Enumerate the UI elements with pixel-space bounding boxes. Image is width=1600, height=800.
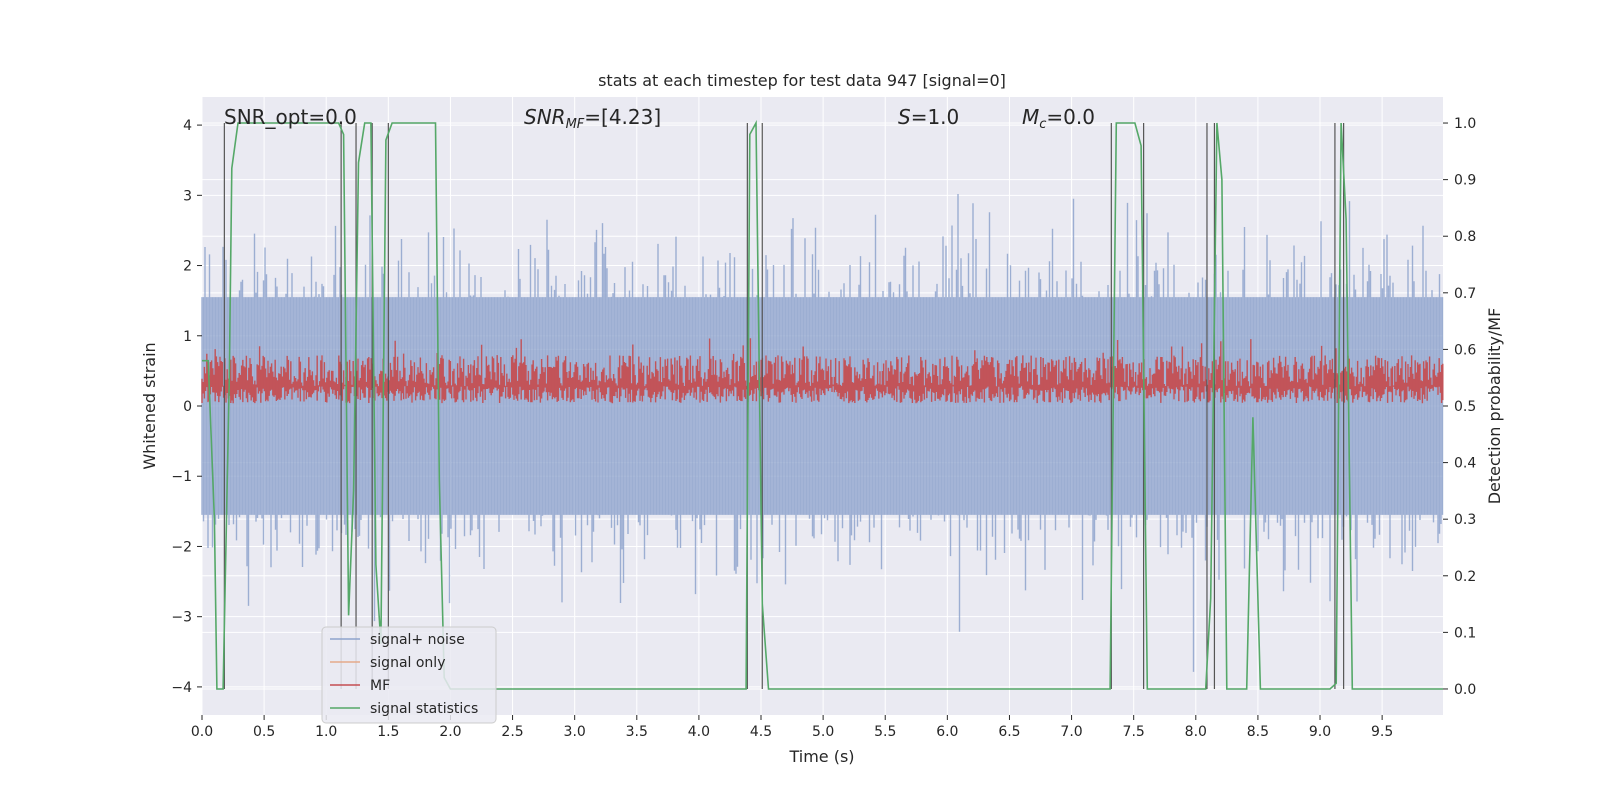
- legend-label-signal-statistics: signal statistics: [370, 701, 478, 717]
- x-tick-label: 9.5: [1371, 724, 1393, 740]
- y-tick-label: −3: [171, 610, 192, 626]
- legend-label-signal-noise: signal+ noise: [370, 632, 465, 648]
- legend: signal+ noise signal only MF signal stat…: [321, 626, 497, 724]
- chart-title: stats at each timestep for test data 947…: [598, 71, 1006, 90]
- x-tick-label: 6.5: [998, 724, 1020, 740]
- x-tick-label: 1.0: [315, 724, 337, 740]
- x-tick-label: 6.0: [936, 724, 958, 740]
- x-tick-label: 3.0: [564, 724, 586, 740]
- y-tick-label: 0: [183, 399, 192, 415]
- x-tick-label: 7.5: [1123, 724, 1145, 740]
- y2-tick-label: 0.3: [1454, 512, 1476, 528]
- y2-axis-label: Detection probability/MF: [1485, 308, 1504, 505]
- x-tick-label: 8.0: [1185, 724, 1207, 740]
- x-tick-label: 2.5: [501, 724, 523, 740]
- y-tick-label: 4: [183, 118, 192, 134]
- x-axis-ticks: 0.0 0.5 1.0 1.5 2.0 2.5 3.0 3.5 4.0 4.5 5.0 5.5 6.0 6…: [191, 715, 1393, 740]
- x-tick-label: 0.0: [191, 724, 213, 740]
- legend-box: [321, 626, 497, 724]
- y2-tick-label: 0.0: [1454, 682, 1476, 698]
- x-tick-label: 1.5: [377, 724, 399, 740]
- signal-statistics-line: [202, 119, 1443, 690]
- y2-tick-label: 0.8: [1454, 229, 1476, 245]
- y2-tick-label: 0.6: [1454, 342, 1476, 358]
- x-tick-label: 8.5: [1247, 724, 1269, 740]
- x-axis-label: Time (s): [788, 747, 854, 766]
- x-tick-label: 5.0: [812, 724, 834, 740]
- snr-opt-annotation: SNR_opt=0.0: [224, 105, 357, 129]
- x-tick-label: 0.5: [253, 724, 275, 740]
- snr-mf-annotation: SNRMF=[4.23]: [524, 105, 661, 132]
- y2-tick-label: 0.7: [1454, 286, 1476, 302]
- y-tick-label: 3: [183, 188, 192, 204]
- mf-trace: [201, 338, 1444, 404]
- y-tick-label: 2: [183, 259, 192, 275]
- y-tick-label: 1: [183, 329, 192, 345]
- legend-label-signal-only: signal only: [370, 655, 445, 671]
- mc-annotation: Mc=0.0: [1022, 105, 1095, 132]
- x-tick-label: 9.0: [1309, 724, 1331, 740]
- x-tick-label: 2.0: [439, 724, 461, 740]
- y-tick-label: −2: [171, 539, 192, 555]
- legend-label-mf: MF: [370, 678, 390, 694]
- y-axis-label: Whitened strain: [140, 342, 159, 469]
- y-tick-label: −1: [171, 469, 192, 485]
- mf-series: [201, 338, 1444, 404]
- y2-tick-label: 0.9: [1454, 173, 1476, 189]
- y2-tick-label: 0.2: [1454, 569, 1476, 585]
- y2-axis-ticks: 0.0 0.1 0.2 0.3 0.4 0.5 0.6 0.7 0.8 0.9 1.0: [1443, 116, 1476, 698]
- x-tick-label: 3.5: [626, 724, 648, 740]
- x-tick-label: 4.5: [750, 724, 772, 740]
- s-annotation: S=1.0: [898, 105, 959, 129]
- y2-tick-label: 0.4: [1454, 456, 1476, 472]
- x-tick-label: 7.0: [1060, 724, 1082, 740]
- y2-tick-label: 0.5: [1454, 399, 1476, 415]
- x-tick-label: 5.5: [874, 724, 896, 740]
- y2-tick-label: 0.1: [1454, 625, 1476, 641]
- x-tick-label: 4.0: [688, 724, 710, 740]
- y-tick-label: −4: [171, 680, 192, 696]
- y2-tick-label: 1.0: [1454, 116, 1476, 132]
- y-axis-ticks: −4 −3 −2 −1 0 1 2 3 4: [171, 118, 202, 696]
